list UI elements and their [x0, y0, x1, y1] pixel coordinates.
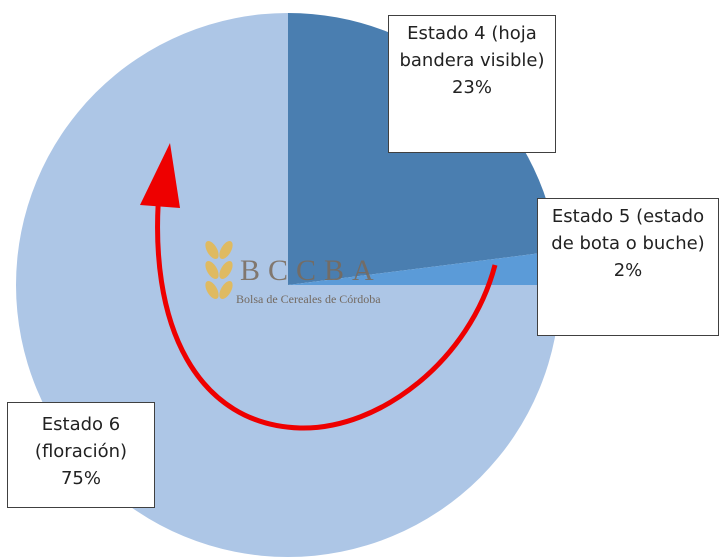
arrow — [140, 143, 498, 431]
label-box: Estado 6 (floración) 75% — [7, 402, 155, 508]
label-value: 75% — [60, 468, 101, 489]
label-value: 2% — [613, 260, 643, 281]
label-category: Estado 4 (hoja bandera visible) — [399, 23, 545, 71]
label-category: Estado 6 (floración) — [34, 414, 128, 462]
label-box: Estado 4 (hoja bandera visible) 23% — [388, 15, 556, 153]
label-box: Estado 5 (estado de bota o buche) 2% — [537, 198, 719, 336]
watermark: BCCBA Bolsa de Cereales de Córdoba — [205, 240, 382, 306]
arrow-line — [155, 179, 498, 431]
wheat-icon — [205, 240, 233, 300]
watermark-subtitle: Bolsa de Cereales de Córdoba — [236, 292, 381, 306]
label-category: Estado 5 (estado de bota o buche) — [551, 206, 705, 254]
arrow-head — [140, 143, 180, 208]
watermark-title: BCCBA — [240, 254, 382, 287]
label-value: 23% — [451, 77, 492, 98]
